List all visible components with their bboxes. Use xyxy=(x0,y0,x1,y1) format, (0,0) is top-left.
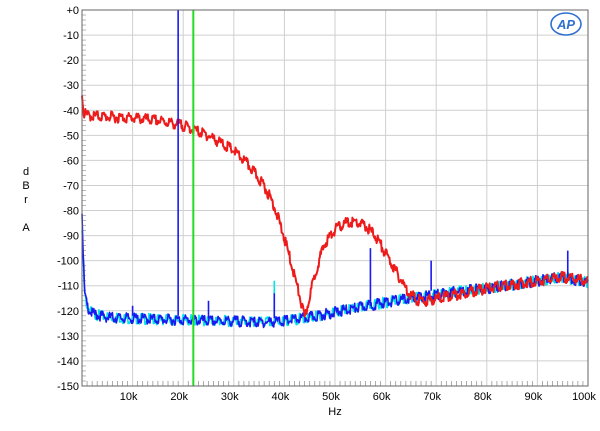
y-tick-label: -10 xyxy=(63,30,79,42)
x-tick-labels: 10k 20k 30k 40k 50k 60k 70k 80k 90k 100k xyxy=(120,391,597,403)
plot-frame xyxy=(81,9,589,387)
y-tick-label: -150 xyxy=(57,381,79,393)
y-tick-label: -50 xyxy=(63,130,79,142)
y-tick-label: -70 xyxy=(63,180,79,192)
y-tick-label: -140 xyxy=(57,356,79,368)
y-tick-label: -130 xyxy=(57,331,79,343)
y-axis-title-char: d xyxy=(23,166,29,178)
x-tick-label: 60k xyxy=(373,391,391,403)
x-tick-label: 100k xyxy=(572,391,596,403)
y-tick-label: -90 xyxy=(63,231,79,243)
x-tick-label: 70k xyxy=(423,391,441,403)
x-tick-label: 90k xyxy=(525,391,543,403)
y-tick-label: -30 xyxy=(63,80,79,92)
series-line-2 xyxy=(81,95,589,318)
x-tick-label: 20k xyxy=(170,391,188,403)
ap-logo: AP xyxy=(550,12,582,36)
y-axis-title-char: A xyxy=(22,222,30,234)
y-axis-title-char: B xyxy=(22,180,29,192)
grid xyxy=(82,9,589,387)
x-tick-label: 30k xyxy=(221,391,239,403)
x-tick-label: 80k xyxy=(474,391,492,403)
y-tick-label: -40 xyxy=(63,105,79,117)
y-tick-label: -80 xyxy=(63,206,79,218)
series-layer xyxy=(81,95,589,329)
y-tick-label: -100 xyxy=(57,256,79,268)
minor-ticks xyxy=(86,381,584,386)
y-axis-title-char: r xyxy=(24,194,28,206)
y-tick-label: +0 xyxy=(66,5,79,17)
ap-logo-text: AP xyxy=(556,17,575,32)
ap-logo-icon xyxy=(550,12,582,36)
y-tick-label: -120 xyxy=(57,306,79,318)
y-tick-label: -110 xyxy=(58,281,79,293)
y-tick-label: -20 xyxy=(63,55,79,67)
y-axis-title: dBr A xyxy=(22,166,30,234)
spike-layer xyxy=(131,10,569,319)
x-axis-title: Hz xyxy=(328,406,341,418)
y-tick-labels: +0 -10 -20 -30 -40 -50 -60 -70 -80 -90 -100 -110 -12… xyxy=(57,5,79,393)
y-tick-label: -60 xyxy=(63,155,79,167)
x-tick-label: 40k xyxy=(272,391,290,403)
x-tick-label: 50k xyxy=(322,391,340,403)
x-tick-label: 10k xyxy=(120,391,138,403)
